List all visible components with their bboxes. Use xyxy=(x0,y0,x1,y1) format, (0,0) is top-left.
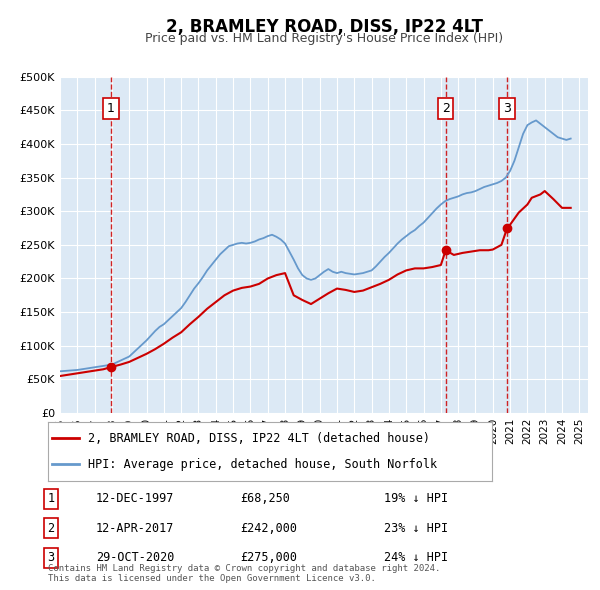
Text: Contains HM Land Registry data © Crown copyright and database right 2024.
This d: Contains HM Land Registry data © Crown c… xyxy=(48,563,440,583)
Text: 2, BRAMLEY ROAD, DISS, IP22 4LT: 2, BRAMLEY ROAD, DISS, IP22 4LT xyxy=(166,18,482,35)
Text: 12-DEC-1997: 12-DEC-1997 xyxy=(96,492,175,505)
Text: 24% ↓ HPI: 24% ↓ HPI xyxy=(384,551,448,564)
Text: 3: 3 xyxy=(47,551,55,564)
Text: 1: 1 xyxy=(107,102,115,115)
Text: Price paid vs. HM Land Registry's House Price Index (HPI): Price paid vs. HM Land Registry's House … xyxy=(145,32,503,45)
Text: 19% ↓ HPI: 19% ↓ HPI xyxy=(384,492,448,505)
Text: 23% ↓ HPI: 23% ↓ HPI xyxy=(384,522,448,535)
Text: 2, BRAMLEY ROAD, DISS, IP22 4LT (detached house): 2, BRAMLEY ROAD, DISS, IP22 4LT (detache… xyxy=(88,432,430,445)
Text: 1: 1 xyxy=(47,492,55,505)
Text: HPI: Average price, detached house, South Norfolk: HPI: Average price, detached house, Sout… xyxy=(88,458,437,471)
Text: 2: 2 xyxy=(442,102,449,115)
Text: £242,000: £242,000 xyxy=(240,522,297,535)
Text: 2: 2 xyxy=(47,522,55,535)
Text: 29-OCT-2020: 29-OCT-2020 xyxy=(96,551,175,564)
Text: 12-APR-2017: 12-APR-2017 xyxy=(96,522,175,535)
Text: £68,250: £68,250 xyxy=(240,492,290,505)
Text: £275,000: £275,000 xyxy=(240,551,297,564)
Text: 3: 3 xyxy=(503,102,511,115)
